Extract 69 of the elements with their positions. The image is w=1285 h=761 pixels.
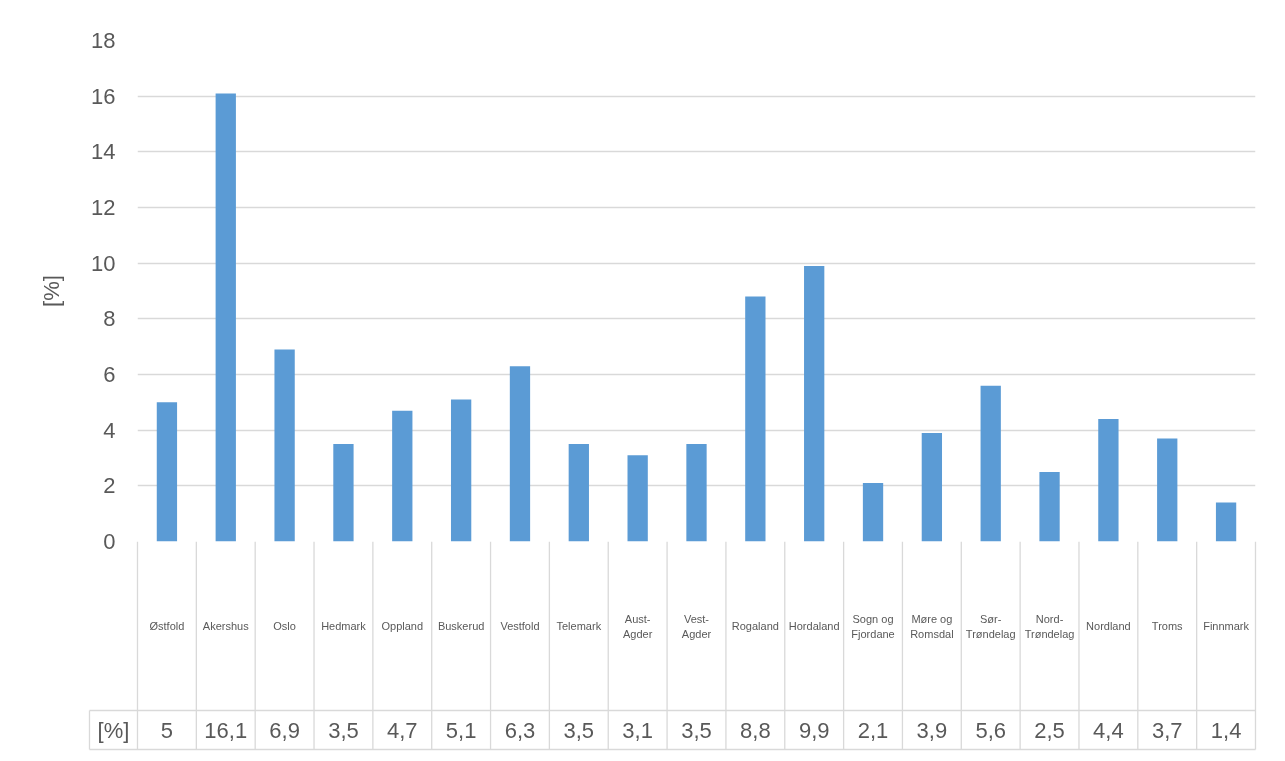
bar [333,444,354,542]
data-label: 5,1 [445,717,477,743]
x-tick-label: Hordaland [788,620,840,632]
data-label: 9,9 [798,717,830,743]
x-tick-label: Rogaland [731,620,779,632]
x-tick-label: Oslo [273,620,296,632]
bar [450,399,472,542]
bar [1039,471,1060,542]
text: [%] [97,717,130,743]
x-tick-label: Vest-Agder [681,612,712,640]
y-tick-label: 12 [91,195,116,220]
y-tick-label: 2 [103,473,116,499]
data-label: 6,3 [504,717,536,743]
bar [627,455,648,542]
x-tick-label: Vestfold [500,620,540,632]
y-tick-label: 14 [91,139,116,165]
bar [745,296,766,542]
bar [156,402,178,542]
data-label: 3,9 [916,717,948,743]
data-label: 5,6 [975,717,1007,743]
x-tick-label: Oppland [381,620,424,632]
x-tick-label: Sør-Trøndelag [965,612,1016,640]
data-label: 3,1 [622,717,653,743]
y-axis-title: [%] [39,275,65,307]
x-tick-label: Nordland [1086,620,1131,632]
bar [686,444,707,542]
bar [392,410,413,542]
y-tick-label: 6 [103,362,116,387]
data-label: 8,8 [740,717,771,743]
data-label: 3,5 [563,717,595,743]
x-tick-label: Østfold [149,620,185,632]
bar [862,483,884,542]
data-label: 3,5 [681,717,712,743]
x-tick-label: Telemark [556,620,602,632]
bar [1215,502,1237,542]
data-label: 16,1 [204,717,248,743]
x-tick-label: Finnmark [1203,620,1250,632]
x-tick-label: Buskerud [437,620,485,632]
bar [1157,438,1178,542]
x-tick-label: Sogn og Fjordane [851,612,895,640]
bar [804,265,825,542]
y-tick-label: 18 [91,28,116,53]
y-tick-label: 10 [91,250,116,276]
bar [509,366,531,542]
x-tick-label: Akershus [202,620,250,632]
bar [568,444,589,542]
y-tick-label: 8 [103,306,116,332]
data-label: 2,1 [857,717,889,743]
x-tick-label: Nord-Trøndelag [1024,612,1075,640]
y-tick-label: 4 [103,417,116,443]
bar [215,93,236,542]
data-label: 4,4 [1093,717,1124,743]
x-tick-label: Aust-Agder [622,612,653,640]
data-label: 4,7 [387,717,418,743]
data-label: 3,5 [328,717,359,743]
bar [274,349,295,542]
bar [1098,419,1119,542]
data-label: 1,4 [1210,717,1242,743]
data-label: 6,9 [269,717,300,743]
y-tick-label: 0 [103,529,116,554]
x-tick-label: Troms [1151,620,1184,632]
x-tick-label: Hedmark [321,620,367,632]
data-label: 5 [160,717,174,743]
x-tick-label: Møre og Romsdal [910,612,954,640]
bar [921,432,943,542]
data-label: 2,5 [1034,717,1065,743]
bar [980,385,1001,542]
data-label: 3,7 [1151,717,1183,743]
y-tick-label: 16 [91,83,116,109]
